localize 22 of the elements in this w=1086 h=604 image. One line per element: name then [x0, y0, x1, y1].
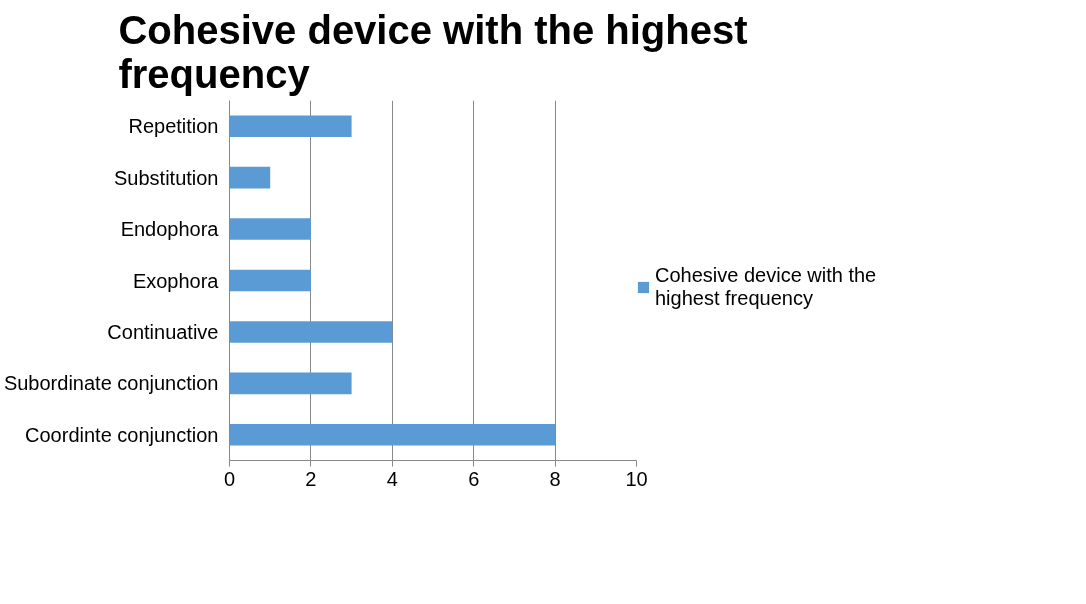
bar	[229, 269, 311, 292]
y-tick-label: Repetition	[128, 115, 219, 138]
bar	[229, 423, 556, 446]
x-tick-label: 2	[305, 467, 317, 490]
chart-title: Cohesive device with the highest frequency	[118, 7, 748, 96]
bar	[229, 218, 311, 240]
x-tick-label: 0	[223, 467, 236, 490]
y-tick-label: Continuative	[107, 320, 219, 343]
bar	[229, 372, 352, 395]
y-tick-label: Coordinte conjunction	[25, 423, 219, 446]
x-tick-label: 4	[386, 467, 398, 490]
x-tick-label: 6	[468, 467, 480, 490]
y-tick-label: Exophora	[132, 269, 220, 292]
y-tick-label: Endophora	[120, 218, 220, 241]
legend-label: Cohesive device with the highest frequency	[655, 264, 877, 310]
bar	[229, 321, 393, 343]
y-tick-label: Subordinate conjunction	[3, 372, 219, 395]
x-tick-label: 10	[625, 467, 648, 490]
bar	[229, 166, 271, 189]
y-tick-label: Substitution	[113, 166, 219, 189]
bar	[229, 115, 352, 138]
x-tick-label: 8	[549, 467, 561, 490]
